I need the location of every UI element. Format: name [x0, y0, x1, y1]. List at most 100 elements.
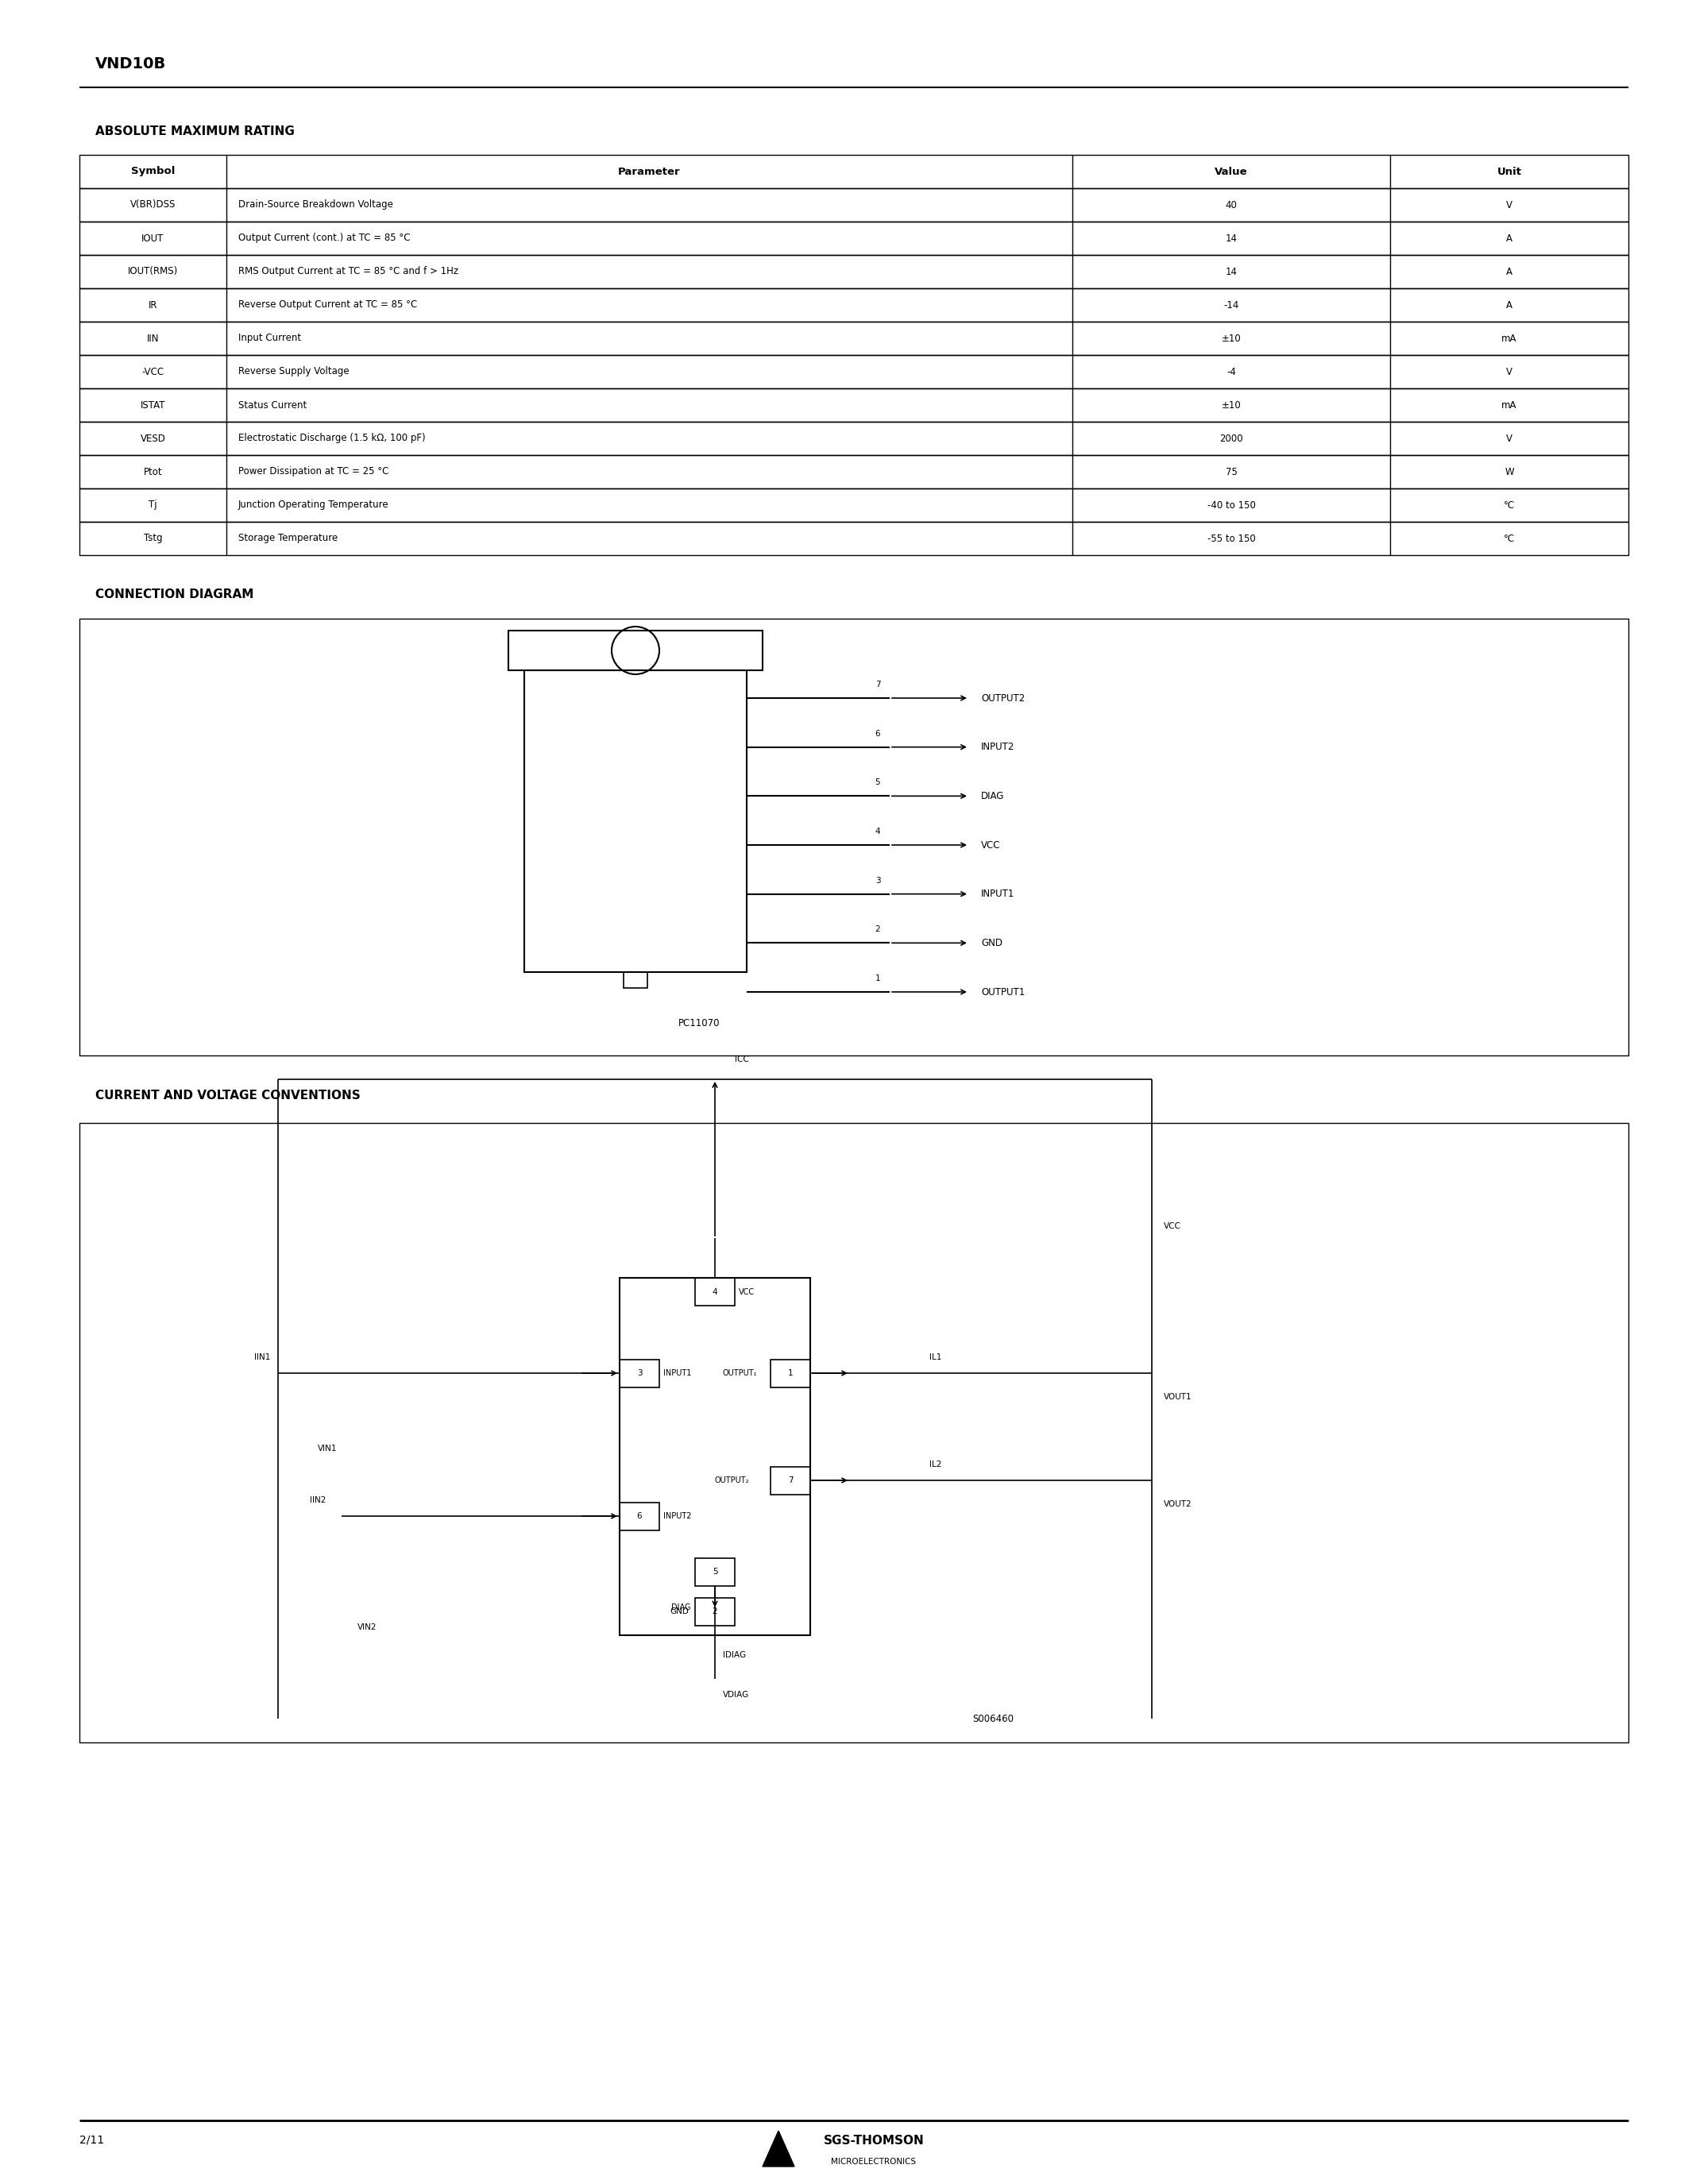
Text: INPUT1: INPUT1 [981, 889, 1014, 900]
Bar [79, 321, 1629, 356]
Text: VDIAG: VDIAG [722, 1690, 749, 1699]
Text: -14: -14 [1224, 299, 1239, 310]
Text: Status Current: Status Current [238, 400, 307, 411]
Text: IIN1: IIN1 [253, 1354, 270, 1361]
Text: Reverse Supply Voltage: Reverse Supply Voltage [238, 367, 349, 378]
Text: CURRENT AND VOLTAGE CONVENTIONS: CURRENT AND VOLTAGE CONVENTIONS [95, 1090, 361, 1101]
Text: IOUT: IOUT [142, 234, 164, 242]
Bar [619, 1358, 660, 1387]
Text: °C: °C [1504, 500, 1514, 511]
Text: INPUT2: INPUT2 [663, 1511, 692, 1520]
Text: SGS-THOMSON: SGS-THOMSON [824, 2134, 923, 2147]
Text: IR: IR [149, 299, 157, 310]
Text: IDIAG: IDIAG [722, 1651, 746, 1660]
Text: 14: 14 [1225, 266, 1237, 277]
Text: V: V [1506, 432, 1512, 443]
Text: -VCC: -VCC [142, 367, 164, 378]
Text: ISTAT: ISTAT [140, 400, 165, 411]
Text: -40 to 150: -40 to 150 [1207, 500, 1256, 511]
Text: A: A [1506, 299, 1512, 310]
Text: Output Current (cont.) at TC = 85 °C: Output Current (cont.) at TC = 85 °C [238, 234, 410, 242]
Text: Ptot: Ptot [143, 467, 162, 476]
Text: V: V [1506, 199, 1512, 210]
Text: GND: GND [981, 937, 1003, 948]
Text: Tj: Tj [149, 500, 157, 511]
Bar [79, 188, 1629, 221]
Text: VND10B: VND10B [95, 57, 165, 72]
Text: Drain-Source Breakdown Voltage: Drain-Source Breakdown Voltage [238, 199, 393, 210]
Bar [79, 155, 1629, 188]
Text: IIN: IIN [147, 334, 159, 343]
Text: 3: 3 [636, 1369, 641, 1378]
Bar [79, 389, 1629, 422]
Text: OUTPUT2: OUTPUT2 [981, 692, 1025, 703]
Text: A: A [1506, 266, 1512, 277]
Bar [619, 1278, 810, 1636]
Text: VIN1: VIN1 [317, 1444, 338, 1452]
Text: VIN2: VIN2 [358, 1623, 376, 1631]
Text: 14: 14 [1225, 234, 1237, 242]
Text: IL1: IL1 [930, 1354, 942, 1361]
Text: Junction Operating Temperature: Junction Operating Temperature [238, 500, 388, 511]
Text: S006460: S006460 [972, 1714, 1013, 1723]
Text: 7: 7 [874, 681, 881, 688]
Text: VESD: VESD [140, 432, 165, 443]
Text: 2000: 2000 [1219, 432, 1242, 443]
Text: IOUT(RMS): IOUT(RMS) [128, 266, 177, 277]
Text: 4: 4 [874, 828, 881, 836]
Text: 3: 3 [874, 876, 881, 885]
Text: 6: 6 [636, 1511, 641, 1520]
Bar [619, 1503, 660, 1531]
Text: OUTPUT₁: OUTPUT₁ [722, 1369, 758, 1378]
Bar [695, 1278, 734, 1306]
Text: -4: -4 [1227, 367, 1236, 378]
Text: 2: 2 [712, 1607, 717, 1616]
Text: Input Current: Input Current [238, 334, 300, 343]
Text: IL2: IL2 [930, 1461, 942, 1468]
Text: ABSOLUTE MAXIMUM RATING: ABSOLUTE MAXIMUM RATING [95, 124, 295, 138]
Text: RMS Output Current at TC = 85 °C and f > 1Hz: RMS Output Current at TC = 85 °C and f >… [238, 266, 459, 277]
Text: Parameter: Parameter [618, 166, 680, 177]
Text: V(BR)DSS: V(BR)DSS [130, 199, 176, 210]
Bar [770, 1358, 810, 1387]
Text: DIAG: DIAG [672, 1603, 690, 1612]
Text: mA: mA [1502, 400, 1518, 411]
Bar [770, 1465, 810, 1494]
Text: 40: 40 [1225, 199, 1237, 210]
Text: -55 to 150: -55 to 150 [1207, 533, 1256, 544]
Text: 1: 1 [788, 1369, 793, 1378]
Text: MICROELECTRONICS: MICROELECTRONICS [830, 2158, 917, 2167]
Bar [79, 221, 1629, 256]
Bar [508, 631, 763, 670]
Text: DIAG: DIAG [981, 791, 1004, 802]
Bar [79, 356, 1629, 389]
Text: 75: 75 [1225, 467, 1237, 476]
Text: V: V [1506, 367, 1512, 378]
Text: ±10: ±10 [1222, 400, 1241, 411]
Text: 5: 5 [712, 1568, 717, 1575]
Text: VCC: VCC [981, 841, 1001, 850]
Text: A: A [1506, 234, 1512, 242]
Text: Storage Temperature: Storage Temperature [238, 533, 338, 544]
Bar [79, 618, 1629, 1055]
Text: CONNECTION DIAGRAM: CONNECTION DIAGRAM [95, 590, 253, 601]
Bar [79, 1123, 1629, 1743]
Bar [79, 489, 1629, 522]
Text: Power Dissipation at TC = 25 °C: Power Dissipation at TC = 25 °C [238, 467, 388, 476]
Text: 5: 5 [874, 778, 881, 786]
Text: ±10: ±10 [1222, 334, 1241, 343]
Text: INPUT2: INPUT2 [981, 743, 1014, 751]
Text: 4: 4 [712, 1289, 717, 1295]
Bar [79, 522, 1629, 555]
Bar [695, 1557, 734, 1586]
Text: Value: Value [1215, 166, 1247, 177]
Text: VCC: VCC [1163, 1223, 1182, 1230]
Text: OUTPUT₂: OUTPUT₂ [716, 1476, 749, 1485]
Text: Tstg: Tstg [143, 533, 162, 544]
Text: VCC: VCC [739, 1289, 755, 1295]
Text: 1: 1 [874, 974, 881, 983]
Text: IIN2: IIN2 [309, 1496, 326, 1505]
Text: Symbol: Symbol [132, 166, 176, 177]
Text: Electrostatic Discharge (1.5 kΩ, 100 pF): Electrostatic Discharge (1.5 kΩ, 100 pF) [238, 432, 425, 443]
Text: ICC: ICC [734, 1055, 749, 1064]
